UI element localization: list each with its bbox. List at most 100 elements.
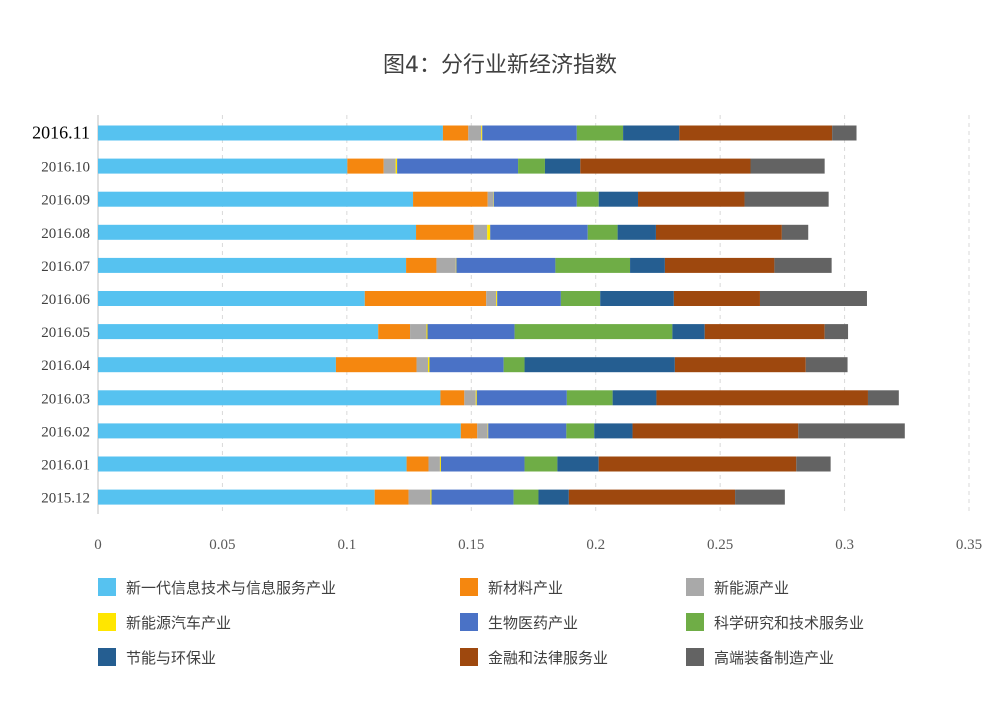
bar-segment bbox=[477, 423, 488, 439]
bar-segment bbox=[442, 125, 469, 141]
bar-segment bbox=[98, 324, 379, 340]
bar-segment bbox=[744, 191, 829, 207]
bar-segment bbox=[374, 489, 409, 505]
bar-segment bbox=[555, 257, 631, 273]
bar-segment bbox=[824, 324, 849, 340]
bar-segment bbox=[413, 191, 488, 207]
bar-segment bbox=[568, 489, 736, 505]
y-category-label: 2016.07 bbox=[41, 259, 90, 275]
bar-segment bbox=[430, 489, 432, 505]
x-tick-label: 0.05 bbox=[209, 537, 235, 553]
bar-group-2016.10 bbox=[98, 158, 825, 174]
bar-segment bbox=[98, 456, 407, 472]
bar-segment bbox=[674, 357, 806, 373]
legend-item: 新一代信息技术与信息服务产业 bbox=[98, 578, 336, 597]
bar-segment bbox=[440, 456, 525, 472]
bar-segment bbox=[427, 357, 430, 373]
bar-group-2016.01 bbox=[98, 456, 831, 472]
x-tick-label: 0 bbox=[94, 537, 102, 553]
bar-segment bbox=[98, 390, 441, 406]
bar-segment bbox=[476, 390, 567, 406]
legend-item: 新能源产业 bbox=[686, 578, 789, 597]
bar-segment bbox=[98, 158, 348, 174]
legend-swatch bbox=[98, 648, 116, 666]
bar-segment bbox=[566, 423, 595, 439]
bar-segment bbox=[617, 224, 656, 240]
bar-segment bbox=[456, 257, 556, 273]
bar-segment bbox=[598, 191, 639, 207]
bar-segment bbox=[524, 357, 675, 373]
bar-group-2016.08 bbox=[98, 224, 809, 240]
legend-swatch bbox=[98, 613, 116, 631]
bar-segment bbox=[410, 324, 427, 340]
bar-segment bbox=[538, 489, 569, 505]
legend-label: 金融和法律服务业 bbox=[488, 649, 608, 667]
bar-segment bbox=[428, 456, 440, 472]
bars bbox=[98, 125, 905, 505]
bar-segment bbox=[395, 158, 398, 174]
bar-segment bbox=[482, 125, 577, 141]
bar-segment bbox=[335, 357, 417, 373]
bar-segment bbox=[630, 257, 665, 273]
bar-group-2016.02 bbox=[98, 423, 905, 439]
y-category-label: 2016.11 bbox=[32, 123, 90, 143]
bar-segment bbox=[656, 390, 868, 406]
bar-segment bbox=[832, 125, 857, 141]
legend-swatch bbox=[98, 578, 116, 596]
bar-segment bbox=[704, 324, 825, 340]
legend-item: 高端装备制造产业 bbox=[686, 648, 834, 667]
bar-segment bbox=[468, 125, 482, 141]
bar-group-2016.05 bbox=[98, 324, 849, 340]
y-category-label: 2016.10 bbox=[41, 160, 90, 176]
legend-swatch bbox=[686, 648, 704, 666]
bar-group-2016.11 bbox=[98, 125, 857, 141]
bar-segment bbox=[383, 158, 396, 174]
legend-swatch bbox=[460, 613, 478, 631]
bar-segment bbox=[475, 390, 477, 406]
bar-segment bbox=[378, 324, 411, 340]
legend-label: 科学研究和技术服务业 bbox=[714, 614, 864, 632]
x-tick-label: 0.25 bbox=[707, 537, 733, 553]
bar-segment bbox=[750, 158, 825, 174]
bar-segment bbox=[406, 456, 429, 472]
legend-swatch bbox=[460, 578, 478, 596]
y-axis-labels: 2016.11 2016.10 2016.09 2016.08 2016.07 2016.… bbox=[32, 123, 90, 507]
bar-segment bbox=[594, 423, 633, 439]
bar-segment bbox=[638, 191, 745, 207]
chart-title: 图4：分行业新经济指数 bbox=[383, 53, 617, 78]
legend-item: 科学研究和技术服务业 bbox=[686, 613, 864, 632]
bar-segment bbox=[440, 390, 465, 406]
x-tick-label: 0.35 bbox=[956, 537, 982, 553]
bar-group-2016.04 bbox=[98, 357, 848, 373]
bar-segment bbox=[612, 390, 657, 406]
bar-segment bbox=[632, 423, 799, 439]
legend-item: 生物医药产业 bbox=[460, 613, 578, 632]
bar-segment bbox=[557, 456, 599, 472]
legend-item: 新能源汽车产业 bbox=[98, 613, 231, 632]
bar-segment bbox=[98, 224, 417, 240]
bar-segment bbox=[580, 158, 751, 174]
bar-segment bbox=[406, 257, 437, 273]
legend-swatch bbox=[460, 648, 478, 666]
bar-segment bbox=[576, 191, 599, 207]
x-tick-label: 0.1 bbox=[337, 537, 356, 553]
bar-segment bbox=[429, 357, 504, 373]
bar-segment bbox=[473, 224, 488, 240]
bar-segment bbox=[600, 291, 674, 306]
bar-segment bbox=[735, 489, 785, 505]
bar-segment bbox=[408, 489, 431, 505]
bar-segment bbox=[481, 125, 483, 141]
bar-segment bbox=[486, 291, 497, 306]
bar-segment bbox=[673, 291, 760, 306]
legend-label: 新材料产业 bbox=[488, 579, 563, 597]
bar-segment bbox=[544, 158, 581, 174]
bar-segment bbox=[416, 224, 474, 240]
bar-segment bbox=[514, 324, 673, 340]
y-category-label: 2016.08 bbox=[41, 226, 90, 242]
bar-segment bbox=[488, 423, 567, 439]
y-category-label: 2016.01 bbox=[41, 458, 90, 474]
legend-label: 生物医药产业 bbox=[488, 614, 578, 632]
legend-item: 金融和法律服务业 bbox=[460, 648, 608, 667]
bar-group-2015.12 bbox=[98, 489, 785, 505]
